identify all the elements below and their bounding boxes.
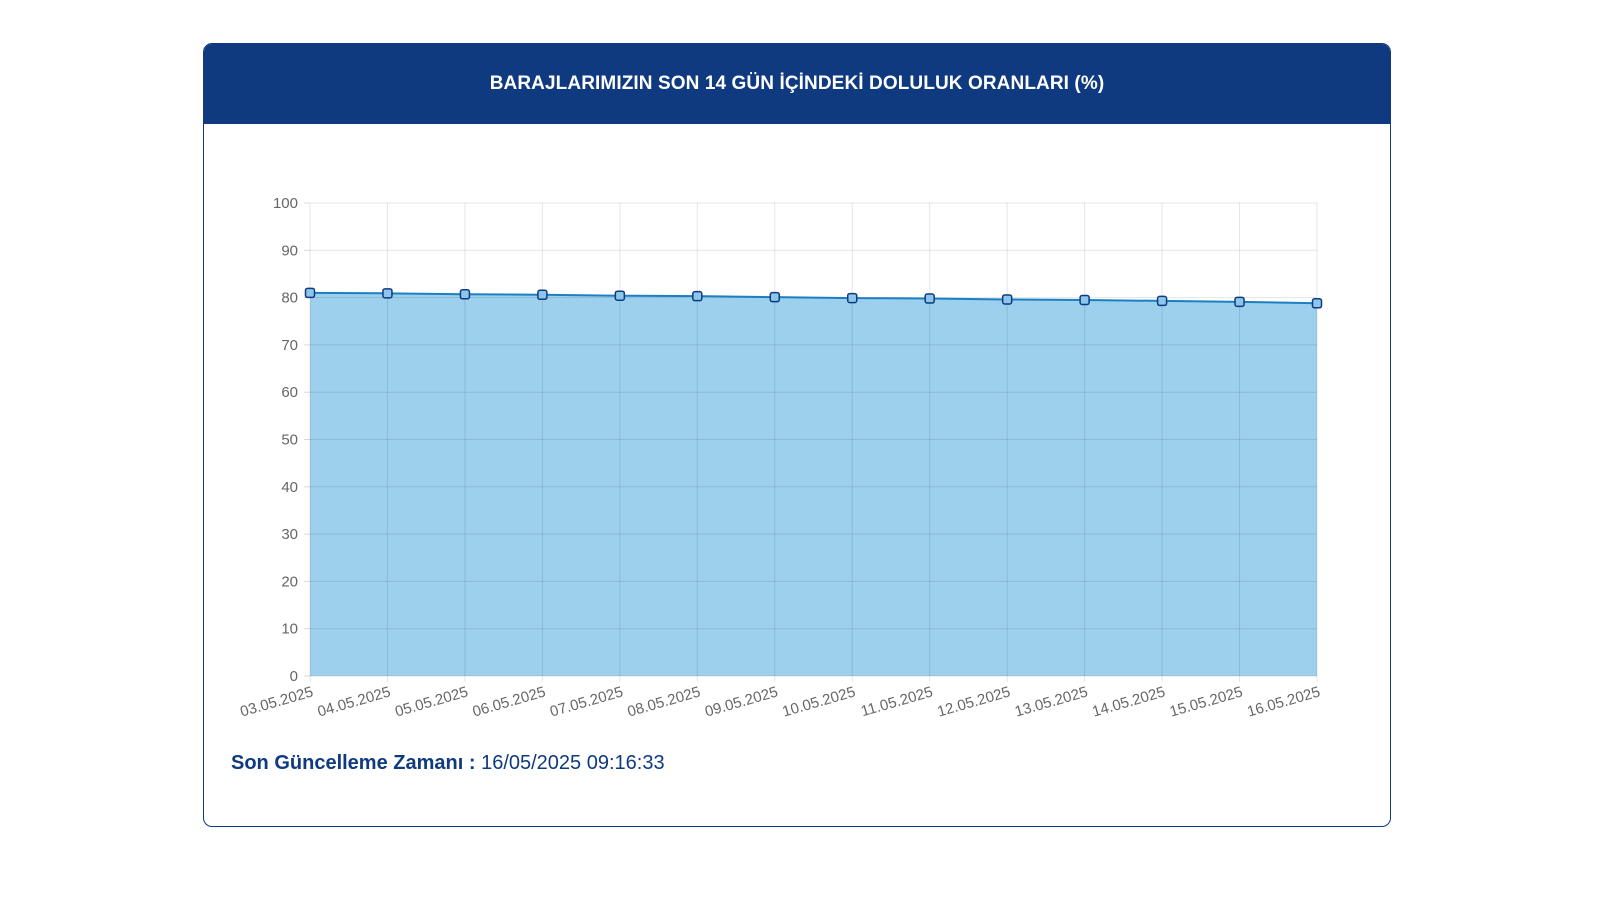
series-area: [310, 292, 1317, 676]
y-tick-label: 80: [281, 290, 298, 307]
y-tick-label: 100: [273, 195, 298, 212]
x-tick-label: 13.05.2025: [1013, 684, 1090, 721]
last-update-value: 16/05/2025 09:16:33: [481, 752, 665, 774]
x-tick-label: 15.05.2025: [1168, 684, 1245, 721]
x-tick-label: 08.05.2025: [626, 684, 703, 721]
data-point: [846, 292, 858, 304]
x-tick-label: 06.05.2025: [471, 684, 548, 721]
y-tick-label: 50: [281, 432, 298, 449]
x-tick-label: 10.05.2025: [780, 684, 857, 721]
data-point: [924, 293, 935, 304]
y-tick-label: 70: [281, 337, 298, 354]
y-tick-label: 90: [281, 242, 298, 259]
data-point: [459, 289, 471, 300]
x-tick-label: 05.05.2025: [393, 684, 470, 721]
data-point: [1156, 295, 1168, 307]
y-tick-label: 0: [290, 668, 298, 685]
dam-occupancy-chart: 0 10 20 30 40 50 60 70 80 90 100 03.05.2025 04.05.20…: [238, 195, 1323, 721]
x-tick-label: 04.05.2025: [316, 684, 393, 721]
data-point: [1311, 298, 1323, 309]
data-point: [537, 289, 548, 301]
x-tick-label: 11.05.2025: [859, 684, 935, 721]
y-tick-label: 60: [281, 384, 298, 401]
chart-area: 0 10 20 30 40 50 60 70 80 90 100 03.05.2025 04.05.20…: [204, 124, 1389, 764]
y-tick-label: 40: [281, 479, 298, 496]
data-point: [692, 290, 703, 302]
data-point: [304, 287, 316, 299]
x-tick-label: 14.05.2025: [1090, 684, 1167, 721]
series-line: [309, 291, 1318, 305]
y-tick-label: 30: [281, 526, 298, 543]
data-point: [1001, 294, 1013, 305]
x-tick-label: 12.05.2025: [935, 684, 1012, 721]
last-update-label: Son Güncelleme Zamanı :: [231, 752, 476, 774]
data-point: [1234, 296, 1245, 308]
data-point: [614, 290, 626, 301]
x-tick-label: 09.05.2025: [703, 684, 780, 721]
chart-card: BARAJLARIMIZIN SON 14 GÜN İÇİNDEKİ DOLUL…: [203, 43, 1391, 827]
card-header: BARAJLARIMIZIN SON 14 GÜN İÇİNDEKİ DOLUL…: [204, 44, 1390, 124]
y-tick-label: 10: [281, 621, 298, 638]
data-point: [382, 288, 393, 299]
chart-title: BARAJLARIMIZIN SON 14 GÜN İÇİNDEKİ DOLUL…: [489, 73, 1105, 94]
x-tick-label: 07.05.2025: [548, 684, 625, 721]
x-tick-label: 03.05.2025: [238, 684, 315, 721]
x-tick-label: 16.05.2025: [1245, 684, 1322, 721]
data-point: [1079, 294, 1090, 306]
y-tick-label: 20: [281, 573, 298, 590]
data-point: [769, 291, 781, 303]
last-update: Son Güncelleme Zamanı : 16/05/2025 09:16…: [231, 752, 665, 775]
